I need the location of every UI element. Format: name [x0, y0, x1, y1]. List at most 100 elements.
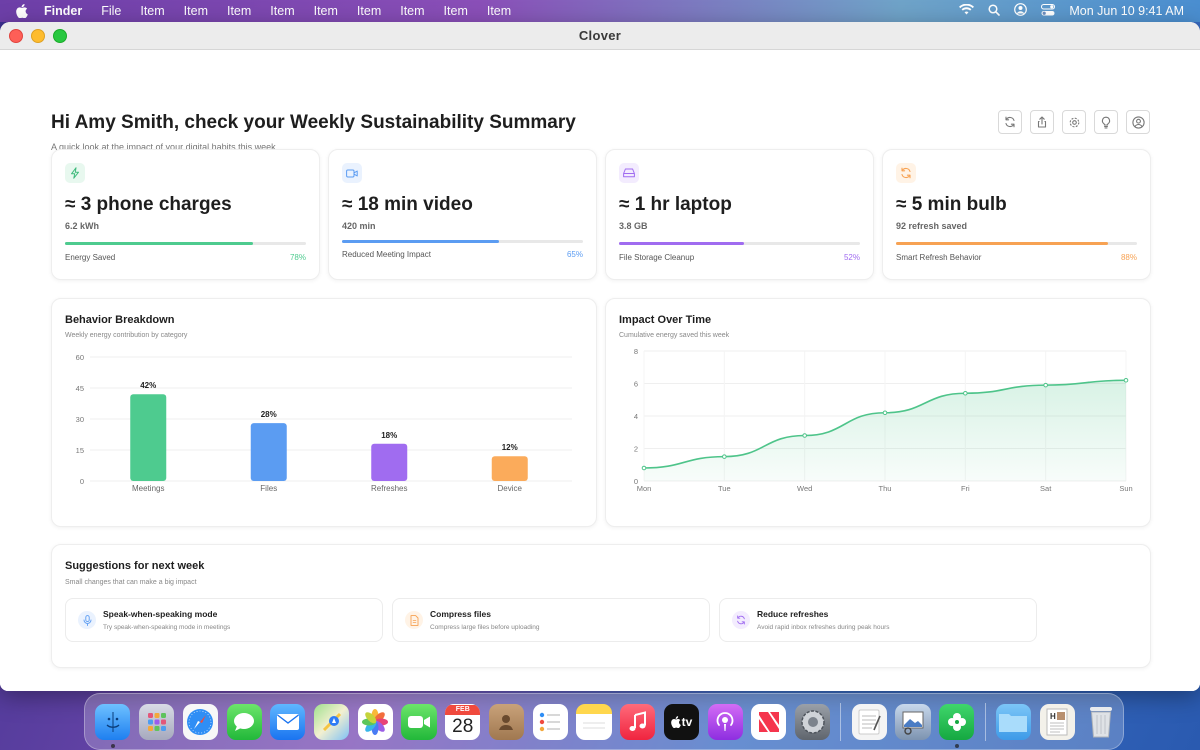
- suggestion-item[interactable]: Reduce refreshes Avoid rapid inbox refre…: [719, 598, 1037, 642]
- menu-item[interactable]: Item: [183, 4, 208, 18]
- stat-percent: 65%: [566, 250, 583, 259]
- textedit-app-icon[interactable]: [851, 703, 887, 740]
- stat-value: ≈ 1 hr laptop: [619, 194, 732, 215]
- news-app-icon[interactable]: [751, 703, 787, 740]
- x-tick-label: Refreshes: [371, 484, 407, 493]
- behavior-breakdown-card: Behavior Breakdown Weekly energy contrib…: [51, 298, 597, 527]
- svg-text:H: H: [1050, 712, 1056, 721]
- lightbulb-icon: [1101, 116, 1111, 129]
- data-point: [641, 465, 647, 471]
- y-tick-label: 0: [634, 477, 638, 486]
- calendar-app-icon[interactable]: FEB 28: [445, 703, 481, 740]
- dock-separator: [984, 702, 986, 741]
- wifi-icon[interactable]: [959, 3, 975, 18]
- x-tick-label: Meetings: [132, 484, 164, 493]
- mail-app-icon[interactable]: [270, 703, 306, 740]
- reminders-app-icon[interactable]: [532, 703, 568, 740]
- header-actions: [998, 110, 1150, 134]
- dock: FEB 28 tv H: [84, 693, 1124, 750]
- x-tick-label: Sun: [1119, 484, 1132, 493]
- progress-track: [896, 242, 1137, 245]
- x-tick-label: Wed: [797, 484, 812, 493]
- user-icon[interactable]: [1014, 3, 1028, 19]
- photos-app-icon[interactable]: [357, 703, 393, 740]
- stat-label: File Storage Cleanup: [619, 253, 695, 262]
- bolt-icon: [65, 163, 85, 183]
- stat-label: Reduced Meeting Impact: [342, 250, 431, 259]
- safari-app-icon[interactable]: [182, 703, 218, 740]
- menu-item[interactable]: Item: [443, 4, 468, 18]
- y-tick-label: 45: [76, 384, 84, 393]
- clover-app-icon[interactable]: [939, 703, 975, 748]
- chart-subtitle: Cumulative energy saved this week: [619, 332, 730, 339]
- podcasts-app-icon[interactable]: [707, 703, 743, 740]
- sync-button[interactable]: [998, 110, 1022, 134]
- bar-value-label: 18%: [381, 431, 397, 440]
- close-window-button[interactable]: [9, 29, 23, 43]
- suggestion-description: Try speak-when-speaking mode in meetings: [103, 624, 231, 631]
- tips-button[interactable]: [1094, 110, 1118, 134]
- chart-title: Impact Over Time: [619, 314, 712, 326]
- music-app-icon[interactable]: [620, 703, 656, 740]
- minimize-window-button[interactable]: [31, 29, 45, 43]
- stat-value: ≈ 3 phone charges: [65, 194, 232, 215]
- notes-app-icon[interactable]: [576, 703, 612, 740]
- tv-app-icon[interactable]: tv: [663, 703, 699, 740]
- menu-file[interactable]: File: [101, 4, 122, 18]
- profile-button[interactable]: [1126, 110, 1150, 134]
- y-tick-label: 8: [634, 347, 638, 356]
- finder-app-icon[interactable]: [95, 703, 131, 748]
- messages-app-icon[interactable]: [226, 703, 262, 740]
- preview-app-icon[interactable]: [895, 703, 931, 740]
- settings-button[interactable]: [1062, 110, 1086, 134]
- menu-item[interactable]: Item: [400, 4, 425, 18]
- stat-value: ≈ 5 min bulb: [896, 194, 1007, 215]
- facetime-app-icon[interactable]: [401, 703, 437, 740]
- progress-fill: [896, 242, 1109, 245]
- suggestions-title: Suggestions for next week: [65, 560, 205, 572]
- control-center-icon[interactable]: [1041, 3, 1056, 19]
- bar: [250, 423, 287, 481]
- launchpad-app-icon[interactable]: [139, 703, 175, 740]
- suggestion-item[interactable]: Compress files Compress large files befo…: [392, 598, 710, 642]
- share-button[interactable]: [1030, 110, 1054, 134]
- stat-card-meeting: ≈ 18 min video 420 min Reduced Meeting I…: [328, 149, 597, 280]
- menu-clock[interactable]: Mon Jun 10 9:41 AM: [1069, 4, 1184, 18]
- downloads-folder-icon[interactable]: [995, 703, 1032, 740]
- suggestion-description: Avoid rapid inbox refreshes during peak …: [757, 624, 890, 631]
- menu-item[interactable]: Item: [486, 4, 512, 18]
- search-icon[interactable]: [988, 3, 1001, 19]
- maps-app-icon[interactable]: [313, 703, 350, 740]
- menu-item[interactable]: Item: [313, 4, 338, 18]
- area-fill: [644, 380, 1126, 481]
- behavior-bar-chart: 60 45 30 15 0 42% Meetings 28% Files 18% Refreshes…: [76, 353, 572, 493]
- trash-icon[interactable]: [1083, 704, 1118, 740]
- suggestion-title: Reduce refreshes: [757, 609, 829, 619]
- menu-item[interactable]: Item: [356, 4, 382, 18]
- x-tick-label: Sat: [1040, 484, 1052, 493]
- stat-percent: 52%: [843, 253, 860, 262]
- progress-track: [342, 240, 583, 243]
- title-bar[interactable]: Clover: [0, 22, 1200, 50]
- data-point: [722, 454, 727, 459]
- data-point: [963, 390, 968, 396]
- contacts-app-icon[interactable]: [488, 703, 525, 740]
- menu-item[interactable]: Item: [270, 4, 295, 18]
- zoom-window-button[interactable]: [53, 29, 67, 43]
- stat-card-storage: ≈ 1 hr laptop 3.8 GB File Storage Cleanu…: [605, 149, 874, 280]
- apple-icon[interactable]: [14, 3, 30, 19]
- data-point: [1043, 382, 1048, 388]
- data-point: [882, 410, 888, 416]
- document-stack-icon[interactable]: H: [1039, 703, 1075, 740]
- impact-over-time-card: Impact Over Time Cumulative energy saved…: [605, 298, 1151, 527]
- menu-item[interactable]: Item: [140, 4, 165, 18]
- calendar-day: 28: [452, 715, 474, 737]
- menu-finder[interactable]: Finder: [44, 4, 83, 18]
- stat-card-refresh: ≈ 5 min bulb 92 refresh saved Smart Refr…: [882, 149, 1151, 280]
- suggestion-item[interactable]: Speak-when-speaking mode Try speak-when-…: [65, 598, 383, 642]
- system-settings-app-icon[interactable]: [795, 703, 831, 740]
- menu-item[interactable]: Item: [226, 4, 252, 18]
- stat-detail: 92 refresh saved: [896, 221, 968, 231]
- share-icon: [1037, 116, 1047, 128]
